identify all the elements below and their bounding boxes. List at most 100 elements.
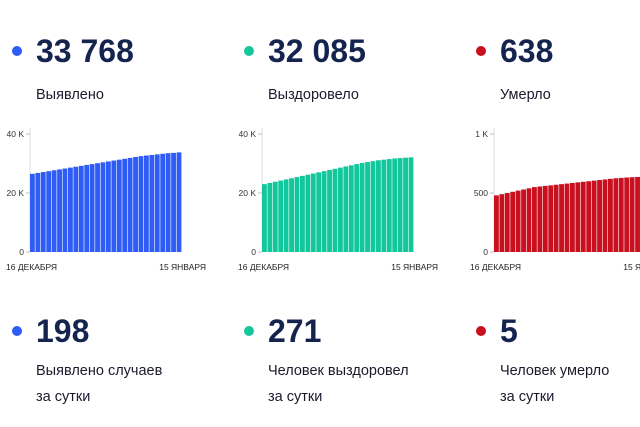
chart-bar xyxy=(597,180,602,252)
recovered-daily-dot-icon xyxy=(244,326,254,336)
chart-bar xyxy=(262,184,267,252)
chart-bar xyxy=(300,175,305,252)
chart-bar xyxy=(564,183,570,252)
chart-bar xyxy=(548,185,554,252)
deaths-daily: 5 xyxy=(476,312,518,350)
recovered-dot-icon xyxy=(244,46,254,56)
chart-bar xyxy=(570,182,575,252)
chart-bar xyxy=(408,157,414,252)
chart-bar xyxy=(30,173,35,252)
chart-bar xyxy=(338,167,343,252)
detected-daily-label: Выявлено случаев за сутки xyxy=(36,358,162,410)
chart-bar xyxy=(553,184,559,252)
chart-bar xyxy=(321,171,327,252)
chart-bar xyxy=(559,184,564,252)
y-tick-label: 0 xyxy=(19,247,24,257)
chart-bar xyxy=(289,178,294,252)
recovered-daily-label: Человек выздоровел за сутки xyxy=(268,358,409,410)
deaths-total-value: 638 xyxy=(500,33,554,69)
chart-bar xyxy=(510,191,516,252)
chart-bar xyxy=(57,169,62,252)
chart-bar xyxy=(354,164,360,252)
chart-bar xyxy=(608,178,613,252)
chart-bar xyxy=(521,189,526,252)
chart-bar xyxy=(133,157,138,252)
chart-bar xyxy=(144,155,149,252)
chart-bar xyxy=(95,163,100,252)
chart-bar xyxy=(629,177,635,252)
x-start-label: 16 ДЕКАБРЯ xyxy=(6,262,57,272)
chart-bar xyxy=(635,176,640,252)
chart-bar xyxy=(116,159,122,252)
chart-bar xyxy=(386,159,392,252)
detected-total-value: 33 768 xyxy=(36,33,134,69)
chart-bar xyxy=(278,180,284,252)
y-tick-label: 0 xyxy=(483,247,488,257)
chart-bar xyxy=(370,161,376,252)
detected-dot-icon xyxy=(12,46,22,56)
chart-bar xyxy=(272,181,278,252)
chart-bar xyxy=(327,169,332,252)
chart-bar xyxy=(504,193,510,252)
chart-bar xyxy=(46,171,52,252)
chart-bar xyxy=(78,165,84,252)
deaths-dot-icon xyxy=(476,46,486,56)
chart-bar xyxy=(537,186,543,252)
chart-bar xyxy=(343,166,349,252)
deaths-daily-dot-icon xyxy=(476,326,486,336)
chart-bar xyxy=(149,154,155,252)
chart-bar xyxy=(542,185,548,252)
chart-bar xyxy=(68,167,73,252)
recovered-daily-label-line1: Человек выздоровел xyxy=(268,363,409,379)
chart-bar xyxy=(499,194,505,252)
recovered-total-value: 32 085 xyxy=(268,33,366,69)
chart-bar xyxy=(51,170,57,252)
y-tick-label: 20 K xyxy=(7,188,25,198)
chart-bar xyxy=(494,195,499,252)
y-tick-label: 20 K xyxy=(239,188,257,198)
chart-bar xyxy=(613,178,619,252)
recovered-daily-label-line2: за сутки xyxy=(268,389,323,405)
x-end-label: 15 ЯНВАРЯ xyxy=(623,262,640,272)
chart-bar xyxy=(580,181,586,252)
chart-bar xyxy=(602,179,608,252)
chart-bar xyxy=(165,153,171,252)
chart-bar xyxy=(84,164,90,252)
chart-bar xyxy=(127,157,133,252)
chart-bar xyxy=(316,172,322,252)
chart-bar xyxy=(283,179,289,252)
deaths-daily-label-line1: Человек умерло xyxy=(500,363,610,379)
detected-total: 33 768 xyxy=(12,32,134,70)
chart-bar xyxy=(392,158,398,252)
chart-bar xyxy=(515,190,521,252)
detected-total-label: Выявлено xyxy=(36,87,104,103)
y-tick-label: 40 K xyxy=(239,129,257,139)
deaths-chart: 1 K 500 0 16 ДЕКАБРЯ 15 ЯНВАРЯ xyxy=(470,128,640,272)
y-tick-label: 0 xyxy=(251,247,256,257)
detected-daily: 198 xyxy=(12,312,89,350)
chart-bar xyxy=(171,152,176,252)
chart-bar xyxy=(348,165,354,252)
chart-bar xyxy=(138,156,144,253)
panel-detected: 33 768 Выявлено 40 K 20 K 0 16 ДЕКАБРЯ 15 ЯН… xyxy=(0,0,232,427)
panel-recovered: 32 085 Выздоровело 40 K 20 K 0 16 ДЕКАБРЯ 15… xyxy=(232,0,464,427)
chart-bar xyxy=(89,164,95,252)
chart-bar xyxy=(294,177,300,252)
chart-bar xyxy=(618,177,624,252)
chart-bar xyxy=(591,180,597,252)
deaths-total: 638 xyxy=(476,32,553,70)
deaths-total-label: Умерло xyxy=(500,87,551,103)
chart-bar xyxy=(154,154,160,252)
detected-daily-dot-icon xyxy=(12,326,22,336)
recovered-total-label: Выздоровело xyxy=(268,87,359,103)
deaths-daily-label: Человек умерло за сутки xyxy=(500,358,609,410)
chart-bar xyxy=(305,174,311,252)
chart-bar xyxy=(332,168,338,252)
y-tick-label: 1 K xyxy=(475,129,488,139)
x-start-label: 16 ДЕКАБРЯ xyxy=(470,262,521,272)
chart-bar xyxy=(176,152,182,252)
recovered-daily-value: 271 xyxy=(268,313,322,349)
chart-bar xyxy=(532,187,537,252)
chart-bar xyxy=(359,162,365,252)
